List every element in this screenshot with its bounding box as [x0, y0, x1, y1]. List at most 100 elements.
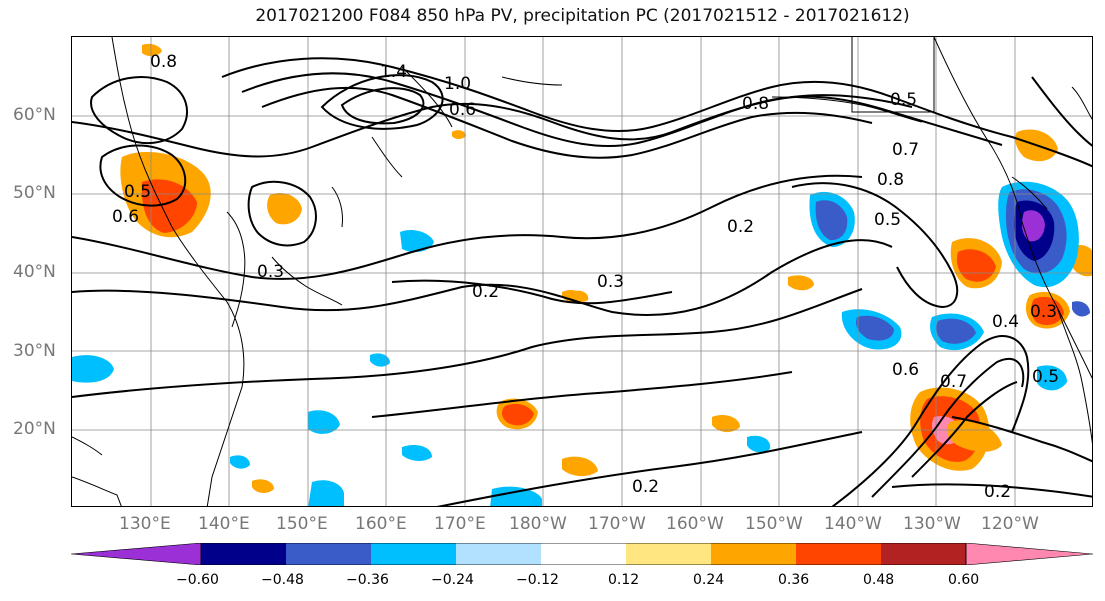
- precip-positive-patch-e6: [562, 456, 598, 477]
- lon-label-140w: 140°W: [824, 514, 882, 534]
- precip-positive-core-south: [501, 403, 534, 426]
- lon-label-130e: 130°E: [119, 514, 171, 534]
- precip-negative-patch-d: [402, 445, 432, 461]
- precip-positive-patch-e3: [788, 275, 814, 291]
- colorbar-segment: [286, 543, 371, 565]
- colorbar-tick: 0.24: [693, 572, 725, 588]
- lon-label-170e: 170°E: [434, 514, 486, 534]
- precip-positive-patch-japan: [267, 192, 302, 225]
- precip-negative-patch-j: [1072, 301, 1090, 317]
- pv-contour-gulf-loop: [791, 182, 959, 309]
- lon-label-130w: 130°W: [903, 514, 961, 534]
- contour-label: 0.5: [1032, 367, 1059, 387]
- colorbar-segment: [881, 543, 966, 565]
- precip-positive-patch-baja: [946, 419, 1002, 452]
- contour-label: 1.0: [444, 74, 471, 94]
- lon-label-160w: 160°W: [666, 514, 724, 534]
- pv-contour-japan: [247, 180, 317, 247]
- contour-label: 0.8: [742, 94, 769, 114]
- colorbar-segment: [201, 543, 286, 565]
- pv-contour-14-loop: [340, 87, 425, 125]
- lon-label-150e: 150°E: [276, 514, 328, 534]
- colorbar-segment: [456, 543, 541, 565]
- colorbar-segment: [626, 543, 711, 565]
- colorbar-segment: [711, 543, 796, 565]
- contour-label: 0.6: [449, 100, 476, 120]
- precip-negative-patch-h: [747, 435, 771, 453]
- map-panel: 0.8 1.4 1.0 0.6 0.8 0.5 0.7 0.8 0.5 0.2 …: [71, 36, 1093, 507]
- contour-label: 0.6: [112, 207, 139, 227]
- lat-label-20n: 20°N: [13, 419, 56, 439]
- precip-negative-core-sw: [936, 318, 976, 344]
- lon-label-170w: 170°W: [588, 514, 646, 534]
- precip-positive-patch-nw: [142, 43, 162, 57]
- precip-negative-patch-e: [490, 486, 542, 506]
- colorbar-extend-low: [71, 543, 202, 565]
- contour-label: 0.5: [890, 90, 917, 110]
- colorbar-tick: 0.48: [863, 572, 895, 588]
- precip-negative-deep-canada: [1021, 210, 1045, 242]
- contour-label: 0.8: [877, 170, 904, 190]
- colorbar: [71, 543, 1094, 565]
- contour-label: 0.7: [892, 140, 919, 160]
- colorbar-tick: 0.60: [948, 572, 980, 588]
- precip-positive-patch-e5: [252, 479, 274, 493]
- lat-label-30n: 30°N: [13, 341, 56, 361]
- contour-label: 0.2: [727, 217, 754, 237]
- lon-label-120w: 120°W: [981, 514, 1039, 534]
- pv-contour-10-loop: [320, 74, 444, 130]
- lon-label-150w: 150°W: [745, 514, 803, 534]
- pv-contours: [72, 57, 1092, 506]
- contour-label: 0.8: [150, 52, 177, 72]
- precip-positive-core-coast: [956, 249, 996, 282]
- contour-label: 0.3: [1030, 302, 1057, 322]
- contour-label: 0.2: [984, 482, 1011, 502]
- lon-label-140e: 140°E: [198, 514, 250, 534]
- colorbar-tick: −0.60: [176, 572, 219, 588]
- pv-contour-02-middle: [391, 279, 673, 305]
- colorbar-segment: [796, 543, 881, 565]
- pv-contour-trough-hawaii3: [911, 381, 1018, 478]
- pv-contour-02-bottom: [436, 431, 863, 506]
- lon-label-160e: 160°E: [355, 514, 407, 534]
- colorbar-segment: [371, 543, 456, 565]
- coastlines: [72, 37, 1092, 506]
- contour-label: 0.4: [992, 312, 1019, 332]
- contour-label: 0.2: [632, 477, 659, 497]
- contour-label: 0.2: [472, 282, 499, 302]
- pv-contour-east-south: [891, 483, 1092, 498]
- lat-label-50n: 50°N: [13, 183, 56, 203]
- contour-label: 0.3: [597, 272, 624, 292]
- precip-negative-core-gulf: [815, 200, 848, 241]
- contour-label: 0.6: [892, 360, 919, 380]
- contour-label: 0.7: [940, 372, 967, 392]
- pv-contour-03-west: [72, 174, 863, 280]
- lat-label-60n: 60°N: [13, 105, 56, 125]
- precip-negative-patch-west: [72, 355, 114, 383]
- precip-negative-patch-a: [400, 230, 434, 253]
- precip-negative-patch-c: [370, 353, 390, 367]
- pv-contour-08-jet: [261, 86, 873, 159]
- pv-contour-trough-hawaii: [831, 335, 1030, 506]
- contour-label: 0.3: [257, 262, 284, 282]
- precip-positive-patch-e7: [572, 290, 589, 303]
- precip-positive-patch-midpac: [452, 130, 466, 139]
- colorbar-segment: [541, 543, 626, 565]
- contour-label: 0.5: [874, 210, 901, 230]
- colorbar-extend-high: [965, 543, 1094, 565]
- pv-contour-05-jet: [221, 57, 1092, 168]
- precip-negative-patch-b: [308, 410, 340, 434]
- precip-negative-core-mid: [856, 315, 894, 341]
- pv-contour-03-north: [72, 94, 913, 158]
- contour-label: 0.5: [124, 182, 151, 202]
- pv-contour-trough-hawaii2: [871, 357, 1025, 498]
- map-title: 2017021200 F084 850 hPa PV, precipitatio…: [255, 6, 910, 26]
- lat-label-40n: 40°N: [13, 262, 56, 282]
- pv-contour-nw-loop: [90, 76, 188, 145]
- contour-labels: 0.8 1.4 1.0 0.6 0.8 0.5 0.7 0.8 0.5 0.2 …: [112, 52, 1059, 502]
- map-canvas: 0.8 1.4 1.0 0.6 0.8 0.5 0.7 0.8 0.5 0.2 …: [72, 37, 1092, 506]
- pv-contour-02-south: [72, 288, 863, 398]
- colorbar-tick: 0.36: [778, 572, 810, 588]
- colorbar-tick: −0.24: [431, 572, 474, 588]
- colorbar-tick: −0.48: [261, 572, 304, 588]
